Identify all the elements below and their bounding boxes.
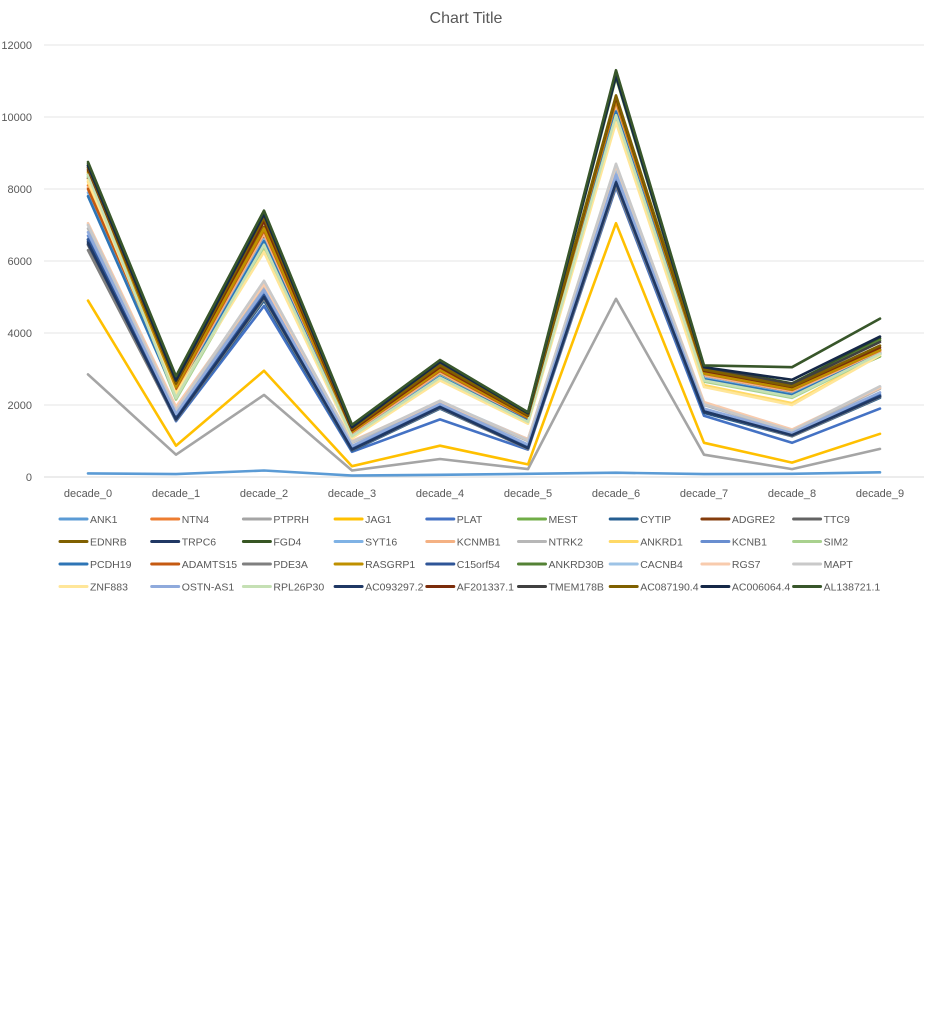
legend-entry[interactable]: KCNB1 [732, 537, 767, 549]
legend-entry[interactable]: CYTIP [640, 514, 671, 526]
legend-entry[interactable]: ADAMTS15 [182, 559, 238, 571]
legend-entry[interactable]: CACNB4 [640, 559, 683, 571]
series-line-MAPT[interactable] [86, 162, 882, 444]
legend-entry[interactable]: RGS7 [732, 559, 761, 571]
series-lines [86, 68, 882, 477]
series-line-AC087190.4[interactable] [86, 94, 882, 431]
legend-entry[interactable]: PTPRH [273, 514, 309, 526]
x-tick-label: decade_2 [240, 488, 288, 500]
legend-entry[interactable]: OSTN-AS1 [182, 582, 235, 594]
x-tick-label: decade_5 [504, 488, 552, 500]
legend-entry[interactable]: EDNRB [90, 537, 127, 549]
legend-entry[interactable]: AF201337.1 [457, 582, 514, 594]
series-line-ANK1[interactable] [86, 469, 882, 477]
x-tick-label: decade_3 [328, 488, 376, 500]
series-line-JAG1[interactable] [86, 221, 882, 468]
legend-entry[interactable]: PLAT [457, 514, 483, 526]
legend-entry[interactable]: RPL26P30 [273, 582, 324, 594]
legend-entry[interactable]: AC093297.2 [365, 582, 424, 594]
y-axis-ticks: 0 2000 4000 6000 8000 10000 12000 [1, 40, 32, 484]
legend-entry[interactable]: PCDH19 [90, 559, 132, 571]
x-tick-label: decade_6 [592, 488, 640, 500]
series-line-PTPRH[interactable] [86, 297, 882, 472]
legend-entry[interactable]: AC087190.4 [640, 582, 699, 594]
legend-entry[interactable]: PDE3A [273, 559, 307, 571]
legend-entry[interactable]: MEST [549, 514, 579, 526]
series-line-KCNB1[interactable] [86, 176, 882, 450]
legend-entry[interactable]: NTN4 [182, 514, 210, 526]
line-chart: Chart Title 020004000600080001000012000 … [1, 10, 924, 594]
x-tick-label: decade_7 [680, 488, 728, 500]
x-tick-label: decade_8 [768, 488, 816, 500]
y-tick-label: 10000 [1, 112, 32, 124]
y-tick-label: 8000 [8, 184, 32, 196]
series-line-RASGRP1[interactable] [86, 98, 882, 433]
gridlines [44, 44, 924, 478]
legend-entry[interactable]: ANK1 [90, 514, 118, 526]
series-line-OSTN-AS1[interactable] [86, 173, 882, 448]
y-tick-label: 4000 [8, 328, 32, 340]
legend-entry[interactable]: MAPT [824, 559, 854, 571]
legend-entry[interactable]: FGD4 [273, 537, 301, 549]
series-line-KCNMB1[interactable] [86, 103, 882, 436]
x-tick-label: decade_1 [152, 488, 200, 500]
legend-entry[interactable]: AC006064.4 [732, 582, 791, 594]
legend-entry[interactable]: JAG1 [365, 514, 391, 526]
legend-entry[interactable]: RASGRP1 [365, 559, 415, 571]
series-line-AC093297.2[interactable] [86, 181, 882, 451]
chart-container: Chart Title 0 2000 4000 6000 8000 10000 12000 … [1, 10, 924, 594]
y-tick-label: 0 [26, 472, 32, 484]
legend-entry[interactable]: SIM2 [824, 537, 849, 549]
y-tick-label: 6000 [8, 256, 32, 268]
legend-entry[interactable]: ANKRD30B [549, 559, 604, 571]
series-line-PLAT[interactable] [86, 185, 882, 454]
legend[interactable]: ANK1 NTN4 PTPRH JAG1 PLAT MEST CYTIP ADGRE2 TTC9… [58, 514, 881, 594]
legend-entry[interactable]: TMEM178B [549, 582, 604, 594]
legend-entry[interactable]: TTC9 [824, 514, 850, 526]
legend-entry[interactable]: ZNF883 [90, 582, 128, 594]
x-tick-label: decade_0 [64, 488, 112, 500]
series-line-AL138721.1[interactable] [86, 68, 882, 427]
x-axis-ticks: decade_0 decade_1 decade_2 decade_3 decade_4… [64, 488, 904, 500]
legend-entry[interactable]: C15orf54 [457, 559, 500, 571]
chart-title[interactable]: Chart Title [430, 10, 503, 27]
legend-entry[interactable]: SYT16 [365, 537, 397, 549]
x-tick-label: decade_9 [856, 488, 904, 500]
legend-entry[interactable]: AL138721.1 [824, 582, 881, 594]
x-tick-label: decade_4 [416, 488, 464, 500]
legend-entry[interactable]: KCNMB1 [457, 537, 501, 549]
y-tick-label: 12000 [1, 40, 32, 52]
legend-entry[interactable]: NTRK2 [549, 537, 584, 549]
y-tick-label: 2000 [8, 400, 32, 412]
legend-entry[interactable]: TRPC6 [182, 537, 217, 549]
series-line-RPL26P30[interactable] [86, 113, 882, 438]
legend-entry[interactable]: ADGRE2 [732, 514, 775, 526]
legend-entry[interactable]: ANKRD1 [640, 537, 683, 549]
series-line-TRPC6[interactable] [86, 178, 882, 451]
